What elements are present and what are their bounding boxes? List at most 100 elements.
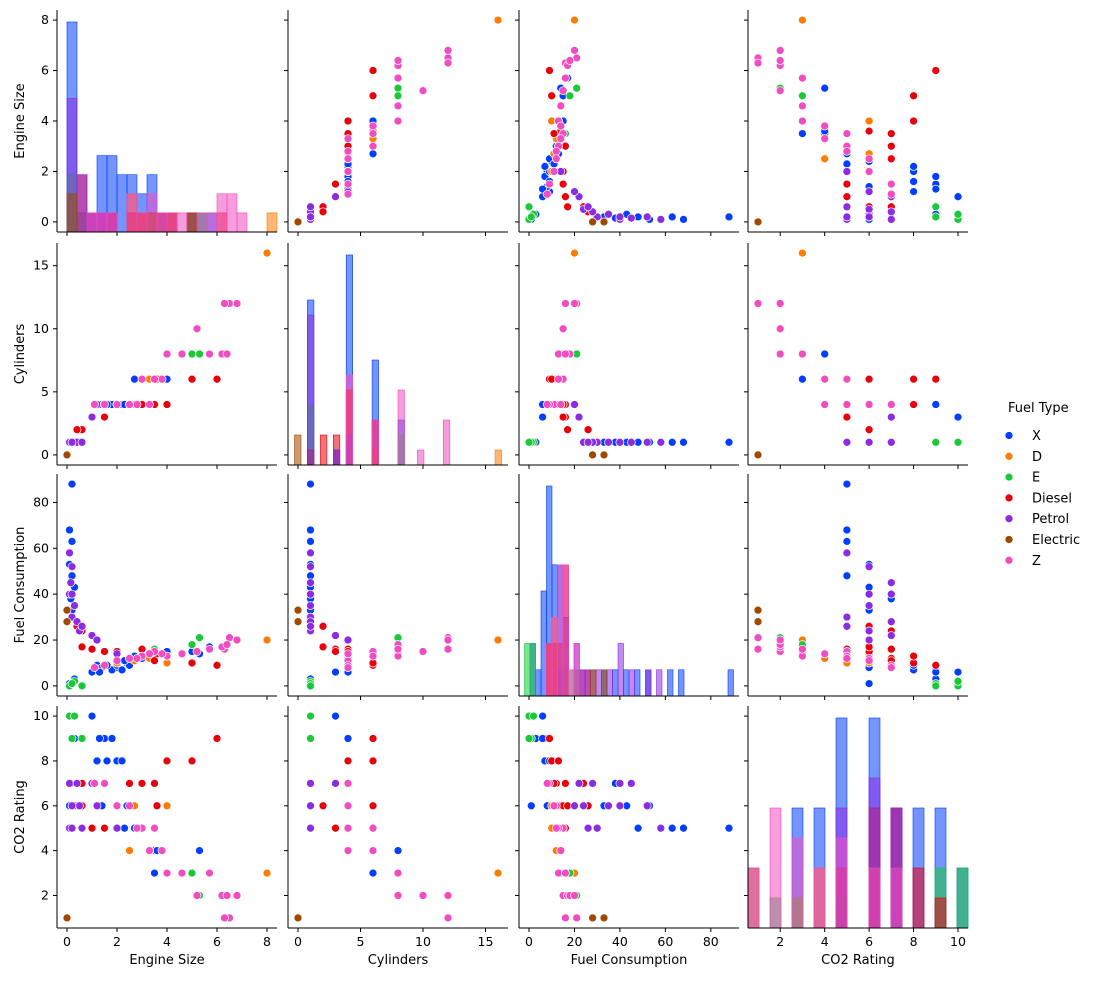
point-petrol-8 — [92, 635, 102, 645]
point-petrol-12 — [306, 801, 315, 811]
point-diesel-12 — [100, 647, 109, 656]
point-x-34 — [368, 868, 378, 878]
point-diesel-11 — [318, 801, 328, 811]
point-z-4 — [798, 101, 807, 111]
point-petrol-4 — [604, 801, 613, 811]
point-electric-1 — [62, 617, 72, 627]
point-petrol-8 — [570, 801, 579, 811]
point-petrol-2 — [626, 213, 636, 223]
hist-bar-diesel-15 — [912, 867, 925, 929]
hist-bar-z-7 — [557, 564, 564, 697]
hist-bar-z-13 — [371, 419, 379, 466]
point-diesel-0 — [545, 66, 554, 75]
point-diesel-11 — [864, 425, 874, 435]
hist-bar-petrol-7 — [332, 449, 341, 466]
point-petrol-0 — [656, 823, 666, 833]
panel-engine-size-vs-engine-size: 0 2 4 6 8 — [41, 10, 278, 236]
point-e-1 — [953, 209, 963, 219]
x-tick-label: 2 — [113, 934, 121, 949]
point-diesel-2 — [554, 756, 563, 766]
point-z-1 — [443, 58, 453, 68]
point-petrol-8 — [343, 635, 353, 645]
hist-bar-z-15 — [206, 212, 218, 233]
point-petrol-7 — [331, 192, 340, 202]
point-z-9 — [842, 146, 852, 156]
point-petrol-8 — [864, 187, 874, 196]
point-petrol-6 — [864, 626, 874, 636]
point-electric-0 — [599, 217, 609, 227]
point-z-15 — [393, 73, 403, 83]
point-petrol-12 — [615, 801, 625, 811]
point-z-10 — [125, 654, 134, 663]
x-tick-label: 0 — [63, 934, 71, 949]
x-tick-label: 10 — [415, 934, 431, 949]
point-diesel-9 — [125, 779, 134, 788]
legend-marker-petrol — [1004, 514, 1014, 524]
point-e-6 — [524, 437, 534, 447]
point-z-13 — [343, 189, 353, 199]
point-diesel-7 — [561, 192, 570, 202]
point-x-26 — [117, 756, 127, 766]
point-petrol-3 — [886, 215, 896, 224]
point-diesel-4 — [864, 126, 874, 136]
point-diesel-0 — [545, 734, 554, 743]
point-diesel-7 — [842, 192, 852, 202]
point-z-15 — [798, 73, 807, 83]
point-x-4 — [306, 537, 315, 546]
x-axis-title-fuel-consumption: Fuel Consumption — [571, 953, 688, 968]
panel-fuel-consumption-vs-cylinders — [284, 474, 508, 700]
x-tick-label: 8 — [263, 934, 271, 949]
point-x-3 — [306, 525, 315, 535]
point-z-7 — [368, 129, 378, 138]
point-diesel-2 — [162, 756, 172, 766]
point-petrol-5 — [67, 823, 77, 833]
legend-marker-e — [1004, 472, 1014, 482]
point-z-17 — [145, 846, 154, 855]
legend-label-z: Z — [1032, 554, 1041, 569]
point-electric-1 — [753, 617, 763, 627]
point-petrol-1 — [642, 437, 652, 447]
point-x-26 — [540, 162, 550, 171]
hist-bar-petrol-18 — [617, 643, 624, 697]
hist-bar-z-0 — [747, 867, 760, 929]
hist-bar-diesel-5 — [320, 434, 328, 466]
point-z-7 — [150, 374, 159, 384]
hist-bar-d-21 — [266, 212, 278, 233]
y-tick-label: 8 — [41, 12, 49, 27]
point-z-6 — [157, 846, 167, 855]
point-z-14 — [565, 56, 575, 65]
hist-bar-x-4 — [540, 590, 547, 697]
point-x-17 — [538, 711, 547, 721]
point-x-26 — [117, 665, 127, 675]
point-z-1 — [753, 58, 763, 68]
point-z-5 — [162, 349, 172, 359]
point-x-33 — [931, 184, 941, 194]
point-z-11 — [864, 400, 874, 409]
point-x-17 — [331, 667, 340, 677]
point-e-6 — [306, 681, 315, 691]
point-petrol-7 — [574, 779, 584, 788]
point-diesel-3 — [886, 141, 896, 151]
point-petrol-1 — [306, 562, 315, 572]
point-e-3 — [187, 640, 197, 649]
point-x-30 — [820, 349, 830, 359]
hist-bar-petrol-3 — [307, 314, 315, 466]
point-diesel-1 — [368, 91, 378, 101]
x-tick-label: 80 — [703, 934, 719, 949]
hist-bar-z-11 — [166, 212, 178, 233]
hist-bar-x-17 — [612, 669, 619, 697]
point-x-17 — [953, 667, 963, 677]
hist-bar-z-4 — [96, 212, 108, 233]
point-petrol-2 — [626, 437, 636, 447]
point-petrol-6 — [864, 204, 874, 214]
point-z-9 — [842, 654, 852, 663]
hist-bar-diesel-17 — [934, 897, 947, 929]
point-z-8 — [842, 374, 852, 384]
point-e-1 — [529, 711, 538, 721]
hist-bar-z-8 — [562, 564, 569, 697]
hist-bar-z-17 — [226, 193, 238, 233]
point-z-13 — [90, 779, 99, 788]
point-z-4 — [177, 649, 187, 659]
point-x-27 — [102, 756, 112, 766]
point-z-15 — [393, 868, 403, 878]
